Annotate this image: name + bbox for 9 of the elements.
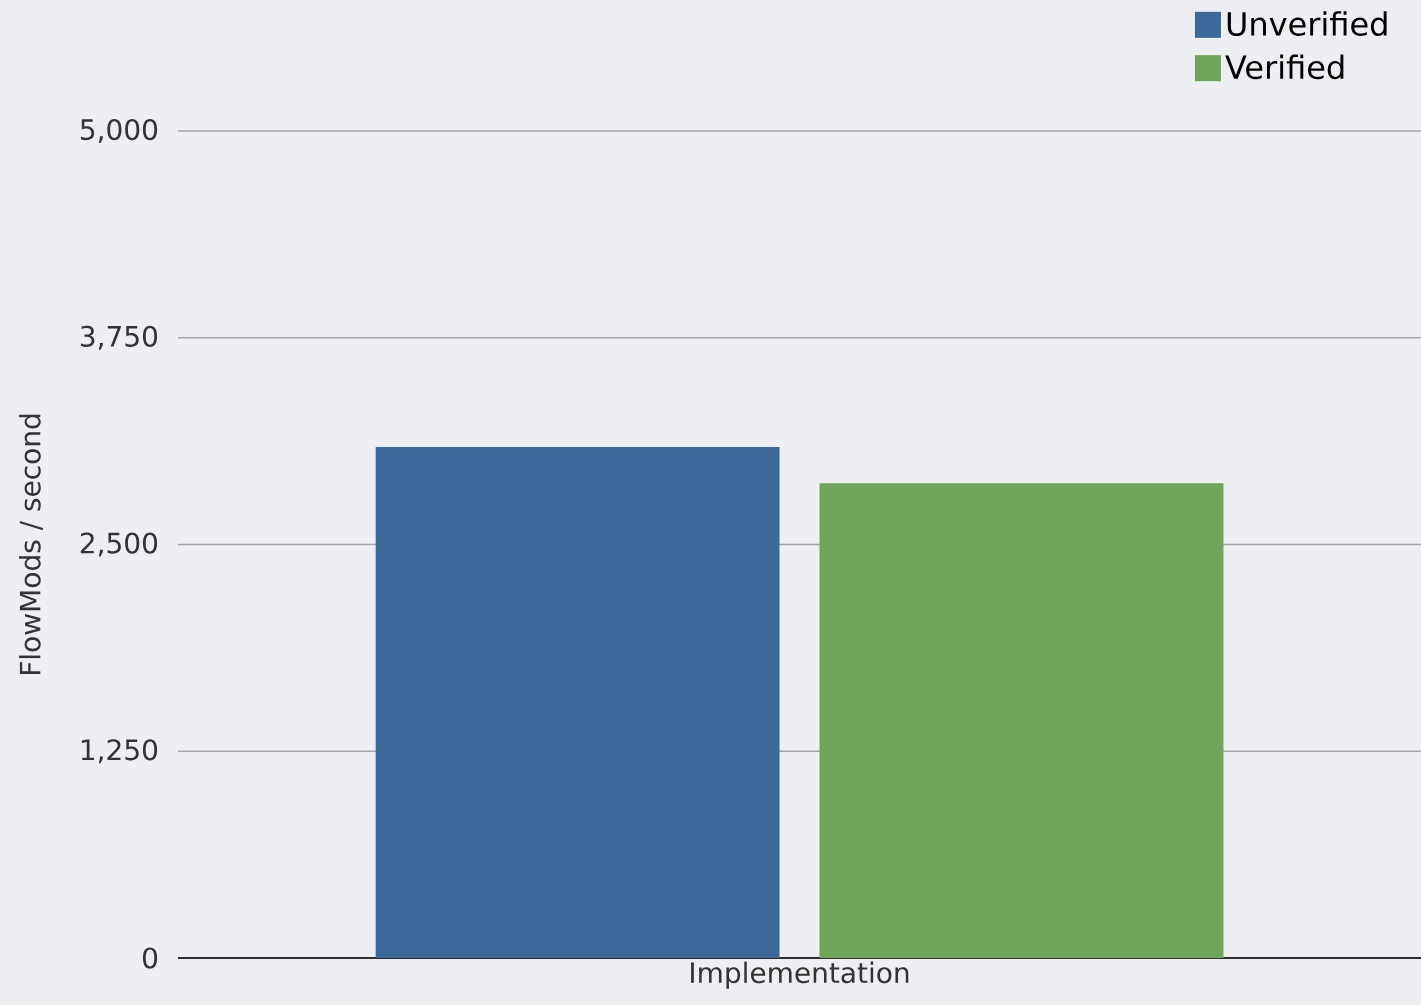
x-axis-title: Implementation [691,961,909,989]
y-tick-label: 1,250 [81,739,158,764]
legend-label: Verified [1225,54,1344,80]
y-axis-title: FlowMods / second [19,414,43,675]
y-tick-label: 5,000 [80,118,158,144]
y-tick-label: 2,500 [80,532,158,557]
legend-label: Unverified [1227,11,1387,36]
y-tick-label: 0 [142,947,158,969]
y-tick-label: 3,750 [80,325,158,350]
